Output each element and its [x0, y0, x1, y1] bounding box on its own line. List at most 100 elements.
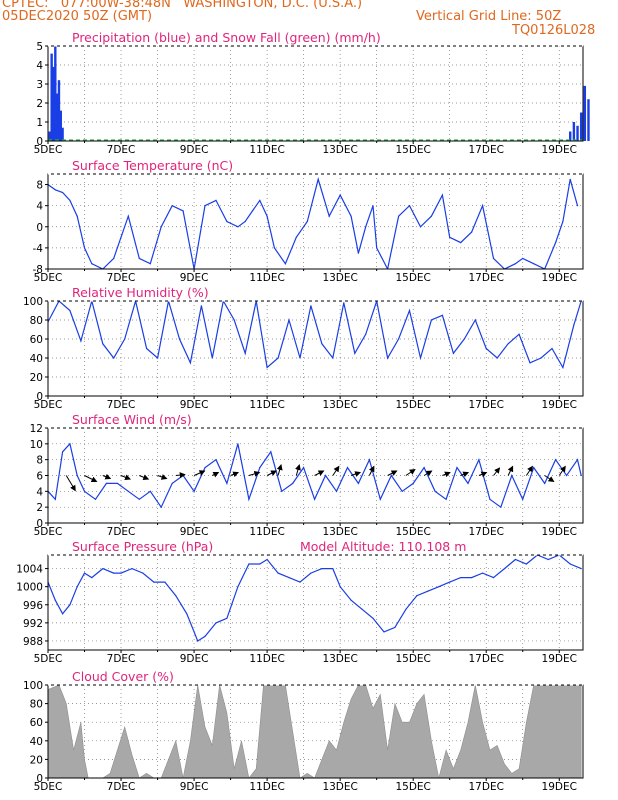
pres-point — [76, 586, 78, 588]
temp-xtick-label: 9DEC — [180, 272, 209, 284]
wind-point — [160, 506, 162, 508]
pres-xtick-label: 7DEC — [107, 653, 136, 665]
temp-point — [569, 178, 571, 180]
rh-point — [288, 319, 290, 321]
rh-point — [332, 357, 334, 359]
wind-arrow — [314, 470, 325, 476]
rh-point — [474, 319, 476, 321]
rh-point — [441, 314, 443, 316]
wind-arrow — [442, 471, 451, 478]
wind-point — [434, 490, 436, 492]
precip-ytick-label: 1 — [36, 117, 43, 129]
pres-annotation: Model Altitude: 110.108 m — [300, 539, 466, 554]
cloud-xtick-label: 17DEC — [469, 781, 504, 793]
pres-point — [175, 595, 177, 597]
pres-point — [113, 572, 115, 574]
pres-point — [153, 581, 155, 583]
wind-arrow — [212, 472, 220, 478]
rh-point — [551, 347, 553, 350]
pres-point — [580, 568, 582, 570]
cloud-title: Cloud Cover (%) — [72, 669, 174, 684]
precip-bar — [579, 112, 583, 141]
pres-point — [197, 640, 199, 642]
temp-point — [562, 220, 564, 223]
wind-point — [69, 443, 71, 445]
wind-point — [576, 459, 579, 461]
precip-ytick-label: 5 — [36, 41, 43, 53]
precip-xtick-label: 11DEC — [249, 144, 284, 156]
pres-point — [339, 586, 341, 588]
pres-point — [288, 577, 290, 579]
pres-point — [164, 581, 166, 583]
wind-point — [94, 498, 97, 500]
rh-xtick-label: 19DEC — [542, 399, 577, 411]
temp-point — [482, 205, 484, 207]
rh-ytick-label: 20 — [30, 372, 43, 384]
pres-point — [416, 595, 418, 597]
wind-point — [76, 474, 78, 477]
cloud-ytick-label: 80 — [30, 699, 43, 711]
temp-point — [306, 220, 308, 223]
rh-xtick-label: 15DEC — [395, 399, 430, 411]
rh-frame — [47, 300, 584, 397]
wind-point — [281, 490, 283, 492]
temp-point — [266, 215, 268, 217]
rh-point — [430, 319, 432, 321]
temp-ytick-label: 4 — [36, 201, 43, 213]
wind-point — [116, 482, 118, 484]
wind-point — [270, 451, 272, 453]
pres-panel: 988 992 996 1000 1004 5DEC 7DEC 9DEC 11DEC 13DEC 1… — [16, 539, 584, 665]
wind-panel: 0 2 4 6 8 10 12 5DEC 7DEC 9DEC 11DEC 13DEC 15DEC 17DE… — [30, 412, 584, 538]
rh-ytick-label: 100 — [23, 296, 43, 308]
pres-point — [62, 613, 64, 615]
pres-xtick-label: 17DEC — [469, 653, 504, 665]
rh-point — [277, 357, 279, 359]
wind-arrow — [350, 471, 362, 477]
temp-point — [514, 263, 517, 265]
wind-arrow — [139, 474, 150, 481]
temp-xtick-label: 19DEC — [542, 272, 577, 284]
rh-panel: 0 20 40 60 80 100 5DEC 7DEC 9DEC 11DEC 13DEC 15DEC 1… — [23, 285, 584, 411]
temp-xtick-label: 7DEC — [107, 272, 136, 284]
pres-xtick-label: 19DEC — [542, 653, 577, 665]
rh-point — [69, 309, 71, 312]
precip-ytick-label: 4 — [36, 60, 43, 72]
precip-bar — [57, 80, 61, 141]
pres-point — [503, 568, 506, 570]
temp-xtick-label: 17DEC — [469, 272, 504, 284]
pres-point — [259, 563, 261, 565]
temp-point — [522, 257, 524, 259]
temp-point — [430, 215, 432, 217]
cloud-xtick-label: 5DEC — [34, 781, 63, 793]
rh-point — [189, 362, 191, 364]
wind-xtick-label: 9DEC — [180, 526, 209, 538]
cloud-xtick-label: 13DEC — [322, 781, 357, 793]
rh-ytick-label: 60 — [30, 334, 43, 346]
rh-point — [408, 309, 411, 312]
rh-point — [463, 338, 465, 340]
pres-point — [69, 604, 71, 606]
pres-point — [514, 558, 517, 561]
pres-point — [372, 617, 374, 619]
cloud-ytick-label: 100 — [23, 680, 43, 692]
temp-ytick-label: 8 — [36, 180, 43, 192]
pres-point — [131, 568, 133, 570]
rh-title: Relative Humidity (%) — [72, 285, 209, 300]
pres-point — [186, 613, 188, 615]
wind-point — [149, 490, 151, 492]
precip-bar — [48, 131, 52, 141]
temp-ytick-label: 0 — [36, 222, 43, 234]
wind-arrow — [544, 475, 555, 483]
pres-ytick-label: 1000 — [16, 582, 43, 594]
pres-point — [83, 572, 86, 574]
precip-ytick-label: 0 — [36, 136, 43, 148]
wind-point — [580, 474, 582, 477]
cloud-ytick-label: 0 — [36, 773, 43, 785]
pres-point — [299, 581, 301, 583]
precip-xtick-label: 13DEC — [322, 144, 357, 156]
pres-ytick-label: 1004 — [16, 564, 43, 576]
temp-panel: -8 -4 0 4 8 5DEC 7DEC 9DEC 11DEC 13DEC 15DEC 17DEC 1… — [33, 158, 584, 284]
wind-point — [335, 490, 338, 492]
temp-point — [419, 226, 422, 228]
rh-point — [354, 352, 356, 354]
